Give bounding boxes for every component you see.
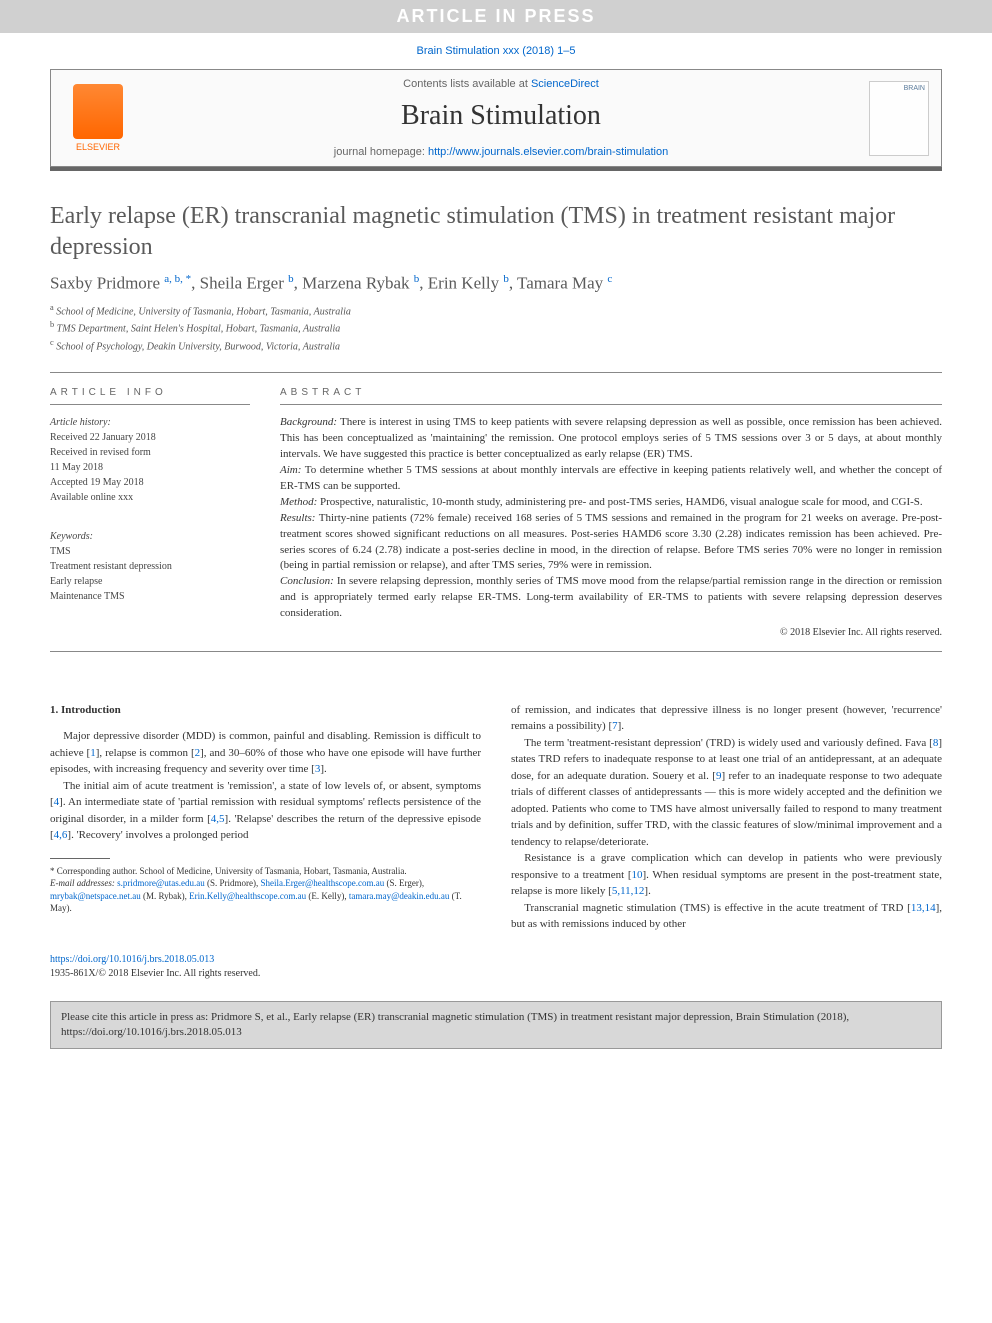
body-p4: Transcranial magnetic stimulation (TMS) … — [511, 900, 942, 933]
keyword: TMS — [50, 544, 250, 559]
ref-link[interactable]: 1 — [90, 747, 96, 759]
abstract-copyright: © 2018 Elsevier Inc. All rights reserved… — [280, 626, 942, 641]
elsevier-tree-icon — [73, 84, 123, 139]
abstract-conclusion: In severe relapsing depression, monthly … — [280, 575, 942, 619]
history-label: Article history: — [50, 415, 250, 430]
keyword: Treatment resistant depression — [50, 559, 250, 574]
issn-copyright: 1935-861X/© 2018 Elsevier Inc. All right… — [50, 968, 260, 979]
body-p3: Resistance is a grave complication which… — [511, 850, 942, 900]
journal-homepage-link[interactable]: http://www.journals.elsevier.com/brain-s… — [428, 146, 668, 158]
ref-link[interactable]: 8 — [933, 737, 939, 749]
meta-bottom-rule — [50, 651, 942, 652]
abstract-method-label: Method: — [280, 496, 317, 508]
abstract-results: Thirty-nine patients (72% female) receiv… — [280, 512, 942, 572]
abstract-background: There is interest in using TMS to keep p… — [280, 416, 942, 460]
abstract-aim-label: Aim: — [280, 464, 301, 476]
author-list: Saxby Pridmore a, b, *, Sheila Erger b, … — [50, 273, 942, 294]
ref-link[interactable]: 2 — [195, 747, 201, 759]
abstract-heading: ABSTRACT — [280, 387, 942, 405]
homepage-line: journal homepage: http://www.journals.el… — [133, 146, 869, 158]
journal-name: Brain Stimulation — [133, 100, 869, 132]
header-rule — [50, 167, 942, 171]
keywords-label: Keywords: — [50, 529, 250, 544]
article-in-press-banner: ARTICLE IN PRESS — [0, 0, 992, 33]
article-history: Article history: Received 22 January 201… — [50, 415, 250, 505]
email-link[interactable]: tamara.may@deakin.edu.au — [349, 891, 450, 901]
corresponding-author-note: * Corresponding author. School of Medici… — [50, 865, 481, 878]
abstract-results-label: Results: — [280, 512, 315, 524]
email-link[interactable]: s.pridmore@utas.edu.au — [117, 878, 205, 888]
body-p1: of remission, and indicates that depress… — [511, 702, 942, 735]
publisher-name: ELSEVIER — [76, 142, 120, 152]
history-line: Received in revised form — [50, 445, 250, 460]
journal-reference: Brain Stimulation xxx (2018) 1–5 — [0, 33, 992, 69]
journal-cover-thumbnail: BRAIN — [869, 81, 929, 156]
affiliations: a School of Medicine, University of Tasm… — [50, 302, 942, 354]
ref-link[interactable]: 9 — [716, 770, 722, 782]
doi-block: https://doi.org/10.1016/j.brs.2018.05.01… — [50, 953, 942, 981]
history-line: Received 22 January 2018 — [50, 430, 250, 445]
keyword: Maintenance TMS — [50, 589, 250, 604]
email-link[interactable]: Sheila.Erger@healthscope.com.au — [260, 878, 384, 888]
contents-line: Contents lists available at ScienceDirec… — [133, 78, 869, 90]
elsevier-logo: ELSEVIER — [63, 78, 133, 158]
keyword: Early relapse — [50, 574, 250, 589]
intro-p1: Major depressive disorder (MDD) is commo… — [50, 728, 481, 778]
history-line: Available online xxx — [50, 490, 250, 505]
sciencedirect-link[interactable]: ScienceDirect — [531, 78, 599, 90]
email-link[interactable]: mrybak@netspace.net.au — [50, 891, 141, 901]
footnotes: * Corresponding author. School of Medici… — [50, 865, 481, 915]
history-line: Accepted 19 May 2018 — [50, 475, 250, 490]
abstract-conclusion-label: Conclusion: — [280, 575, 334, 587]
ref-link[interactable]: 7 — [612, 720, 618, 732]
abstract-background-label: Background: — [280, 416, 337, 428]
column-right: of remission, and indicates that depress… — [511, 702, 942, 933]
history-line: 11 May 2018 — [50, 460, 250, 475]
ref-link[interactable]: 4 — [54, 796, 60, 808]
abstract-body: Background: There is interest in using T… — [280, 415, 942, 641]
abstract-aim: To determine whether 5 TMS sessions at a… — [280, 464, 942, 492]
email-link[interactable]: Erin.Kelly@healthscope.com.au — [189, 891, 306, 901]
footnote-rule — [50, 858, 110, 859]
column-left: 1. Introduction Major depressive disorde… — [50, 702, 481, 933]
journal-header: ELSEVIER Contents lists available at Sci… — [50, 69, 942, 167]
article-info-heading: ARTICLE INFO — [50, 387, 250, 405]
ref-link[interactable]: 13,14 — [911, 902, 936, 914]
ref-link[interactable]: 4,5 — [211, 813, 225, 825]
ref-link[interactable]: 10 — [632, 869, 643, 881]
intro-p2: The initial aim of acute treatment is 'r… — [50, 778, 481, 844]
body-p2: The term 'treatment-resistant depression… — [511, 735, 942, 851]
keywords-block: Keywords: TMSTreatment resistant depress… — [50, 529, 250, 604]
abstract-method: Prospective, naturalistic, 10-month stud… — [317, 496, 922, 508]
doi-link[interactable]: https://doi.org/10.1016/j.brs.2018.05.01… — [50, 954, 214, 965]
introduction-heading: 1. Introduction — [50, 702, 481, 719]
citation-box: Please cite this article in press as: Pr… — [50, 1001, 942, 1050]
ref-link[interactable]: 3 — [315, 763, 321, 775]
body-columns: 1. Introduction Major depressive disorde… — [50, 702, 942, 933]
article-title: Early relapse (ER) transcranial magnetic… — [50, 201, 942, 263]
email-addresses: E-mail addresses: s.pridmore@utas.edu.au… — [50, 877, 481, 915]
ref-link[interactable]: 5,11,12 — [612, 885, 645, 897]
ref-link[interactable]: 4,6 — [54, 829, 68, 841]
